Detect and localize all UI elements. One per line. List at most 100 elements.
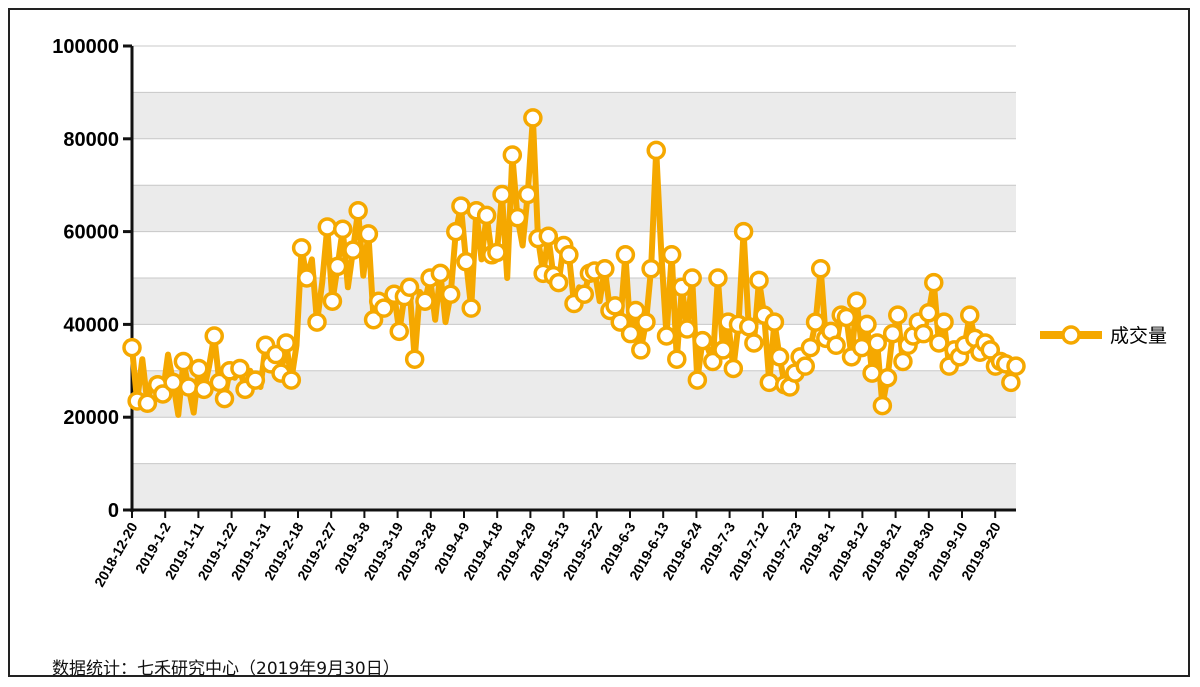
grid-band bbox=[132, 92, 1016, 139]
data-point-marker bbox=[713, 340, 733, 360]
data-point-marker bbox=[795, 356, 816, 376]
data-point-marker bbox=[692, 330, 713, 351]
data-point-marker bbox=[517, 184, 538, 205]
data-point-marker bbox=[230, 358, 250, 379]
data-point-marker bbox=[867, 333, 887, 353]
data-point-marker bbox=[492, 184, 512, 205]
data-point-marker bbox=[872, 395, 893, 416]
data-point-marker bbox=[322, 291, 343, 311]
data-point-marker bbox=[918, 303, 939, 323]
grid-band bbox=[132, 185, 1016, 232]
data-point-marker bbox=[759, 372, 780, 393]
data-point-marker bbox=[610, 312, 631, 332]
y-tick-label: 0 bbox=[108, 500, 119, 522]
data-point-marker bbox=[574, 284, 595, 304]
data-point-marker bbox=[415, 291, 435, 311]
data-point-marker bbox=[677, 319, 697, 339]
data-point-marker bbox=[615, 245, 636, 265]
data-point-marker bbox=[461, 298, 481, 318]
data-point-marker bbox=[440, 284, 461, 304]
data-point-marker bbox=[307, 312, 327, 332]
y-tick-label: 100000 bbox=[52, 36, 119, 58]
data-point-marker bbox=[708, 268, 728, 288]
data-point-marker bbox=[389, 321, 410, 342]
y-tick-label: 60000 bbox=[63, 222, 119, 244]
data-point-marker bbox=[733, 221, 754, 242]
data-point-marker bbox=[343, 240, 363, 260]
data-point-marker bbox=[163, 372, 183, 393]
data-point-marker bbox=[913, 323, 934, 344]
data-point-marker bbox=[934, 312, 954, 332]
data-point-marker bbox=[276, 333, 296, 353]
data-point-marker bbox=[523, 108, 543, 128]
data-point-marker bbox=[476, 205, 497, 226]
data-point-marker bbox=[358, 224, 379, 244]
data-point-marker bbox=[194, 379, 214, 400]
data-point-marker bbox=[204, 326, 224, 346]
data-point-marker bbox=[317, 217, 338, 237]
data-point-marker bbox=[451, 196, 471, 216]
data-point-marker bbox=[620, 323, 641, 344]
data-point-marker bbox=[327, 256, 348, 277]
data-point-marker bbox=[646, 140, 666, 161]
data-point-marker bbox=[559, 245, 579, 265]
data-point-marker bbox=[548, 272, 569, 293]
legend-label: 成交量 bbox=[1110, 325, 1167, 347]
data-point-marker bbox=[888, 305, 908, 325]
data-point-marker bbox=[805, 312, 826, 332]
data-point-marker bbox=[687, 370, 708, 390]
y-tick-label: 20000 bbox=[63, 407, 119, 429]
data-point-marker bbox=[332, 219, 353, 240]
chart-frame: 0 20000 40000 60000 80000 100000 2018-12-20 201… bbox=[8, 8, 1190, 679]
data-point-marker bbox=[404, 349, 425, 369]
data-point-marker bbox=[538, 226, 559, 246]
y-tick-label: 40000 bbox=[63, 314, 119, 336]
data-point-marker bbox=[929, 333, 949, 353]
data-point-marker bbox=[826, 335, 846, 356]
data-point-marker bbox=[836, 307, 857, 328]
data-point-marker bbox=[852, 337, 872, 358]
data-point-marker bbox=[769, 347, 790, 367]
data-point-marker bbox=[924, 272, 944, 293]
data-point-marker bbox=[189, 358, 209, 379]
data-point-marker bbox=[363, 310, 384, 330]
data-point-marker bbox=[1006, 356, 1026, 376]
grid-band bbox=[132, 463, 1016, 510]
x-tick-label: 2018-12-20 bbox=[91, 519, 141, 589]
data-point-marker bbox=[507, 207, 528, 228]
data-point-marker bbox=[846, 291, 867, 311]
data-point-marker bbox=[173, 351, 194, 372]
data-point-marker bbox=[641, 258, 661, 279]
data-point-marker bbox=[291, 238, 312, 258]
source-footnote: 数据统计：七禾研究中心（2019年9月30日） bbox=[52, 659, 400, 679]
data-point-marker bbox=[723, 358, 744, 379]
data-point-marker bbox=[877, 368, 898, 388]
data-point-marker bbox=[430, 263, 451, 284]
data-point-marker bbox=[399, 277, 420, 298]
data-point-marker bbox=[749, 270, 769, 291]
data-point-marker bbox=[810, 258, 831, 279]
volume-line-chart: 0200004000060000800001000002018-12-20201… bbox=[52, 36, 1167, 590]
data-point-marker bbox=[625, 300, 646, 321]
data-point-marker bbox=[296, 268, 317, 288]
data-point-marker bbox=[1001, 372, 1021, 393]
data-point-marker bbox=[857, 314, 877, 335]
data-point-marker bbox=[122, 337, 142, 358]
data-point-marker bbox=[374, 298, 394, 318]
legend-marker bbox=[1061, 325, 1081, 345]
data-point-marker bbox=[959, 305, 980, 325]
data-point-marker bbox=[178, 377, 199, 397]
data-point-marker bbox=[348, 200, 368, 221]
data-point-marker bbox=[738, 316, 759, 337]
data-point-marker bbox=[661, 245, 682, 265]
data-point-marker bbox=[800, 337, 821, 358]
data-point-marker bbox=[631, 340, 651, 360]
data-point-marker bbox=[595, 258, 615, 279]
data-point-marker bbox=[502, 145, 523, 165]
data-point-marker bbox=[882, 323, 903, 344]
data-point-marker bbox=[764, 312, 785, 332]
data-point-marker bbox=[281, 370, 302, 390]
data-point-marker bbox=[446, 221, 466, 242]
data-point-marker bbox=[456, 252, 476, 272]
data-point-marker bbox=[214, 388, 235, 409]
